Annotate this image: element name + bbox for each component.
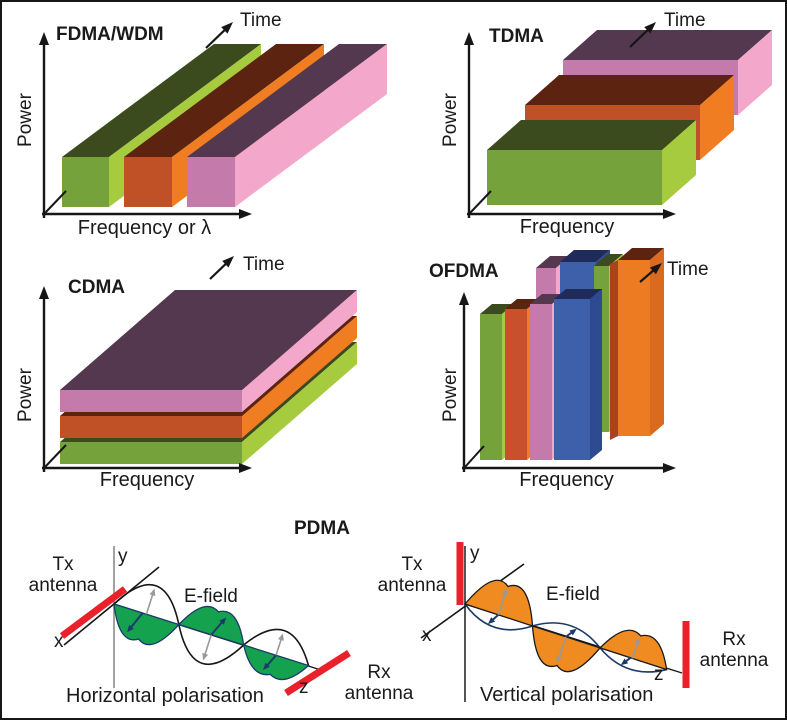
fdma-title: FDMA/WDM [56, 24, 164, 45]
pdma-v-rx-antenna-label: Rx antenna [699, 629, 769, 671]
pdma-v-z-axis-label: z [654, 664, 664, 685]
fdma-power-axis-label: Power [15, 93, 36, 147]
pdma-vertical-graphics [420, 542, 690, 702]
ofdma-time-axis-label: Time [667, 259, 709, 280]
pdma-h-efield-label: E-field [184, 586, 238, 607]
ofdma-title: OFDMA [429, 261, 499, 282]
tdma-title: TDMA [489, 26, 544, 47]
pdma-h-y-axis-label: y [118, 546, 128, 567]
tdma-panel-graphics [464, 22, 772, 219]
cdma-time-axis-label: Time [243, 254, 285, 275]
cdma-title: CDMA [68, 277, 125, 298]
pdma-v-caption: Vertical polarisation [480, 684, 654, 706]
pdma-h-x-axis-label: x [54, 631, 64, 652]
tdma-power-axis-label: Power [440, 93, 461, 147]
cdma-power-axis-label: Power [15, 368, 36, 422]
fdma-frequency-axis-label: Frequency or λ [77, 217, 212, 239]
cdma-panel-graphics [39, 256, 357, 473]
pdma-v-efield-label: E-field [546, 584, 600, 605]
ofdma-frequency-axis-label: Frequency [519, 469, 614, 491]
pdma-v-x-axis-label: x [422, 625, 432, 646]
pdma-v-tx-antenna-label: Tx antenna [377, 554, 447, 596]
ofdma-power-axis-label: Power [440, 368, 461, 422]
fdma-time-axis-label: Time [240, 10, 282, 31]
pdma-h-caption: Horizontal polarisation [66, 685, 264, 707]
fdma-panel-graphics [39, 22, 387, 219]
pdma-v-y-axis-label: y [470, 543, 480, 564]
pdma-h-tx-antenna-label: Tx antenna [28, 554, 98, 596]
tdma-frequency-axis-label: Frequency [519, 216, 615, 238]
pdma-title: PDMA [294, 518, 350, 539]
ofdma-panel-graphics [459, 248, 676, 473]
cdma-frequency-axis-label: Frequency [99, 469, 195, 491]
pdma-h-z-axis-label: z [299, 677, 309, 698]
pdma-h-rx-antenna-label: Rx antenna [344, 662, 414, 704]
tdma-time-axis-label: Time [664, 10, 706, 31]
pdma-horizontal-graphics [59, 546, 351, 696]
